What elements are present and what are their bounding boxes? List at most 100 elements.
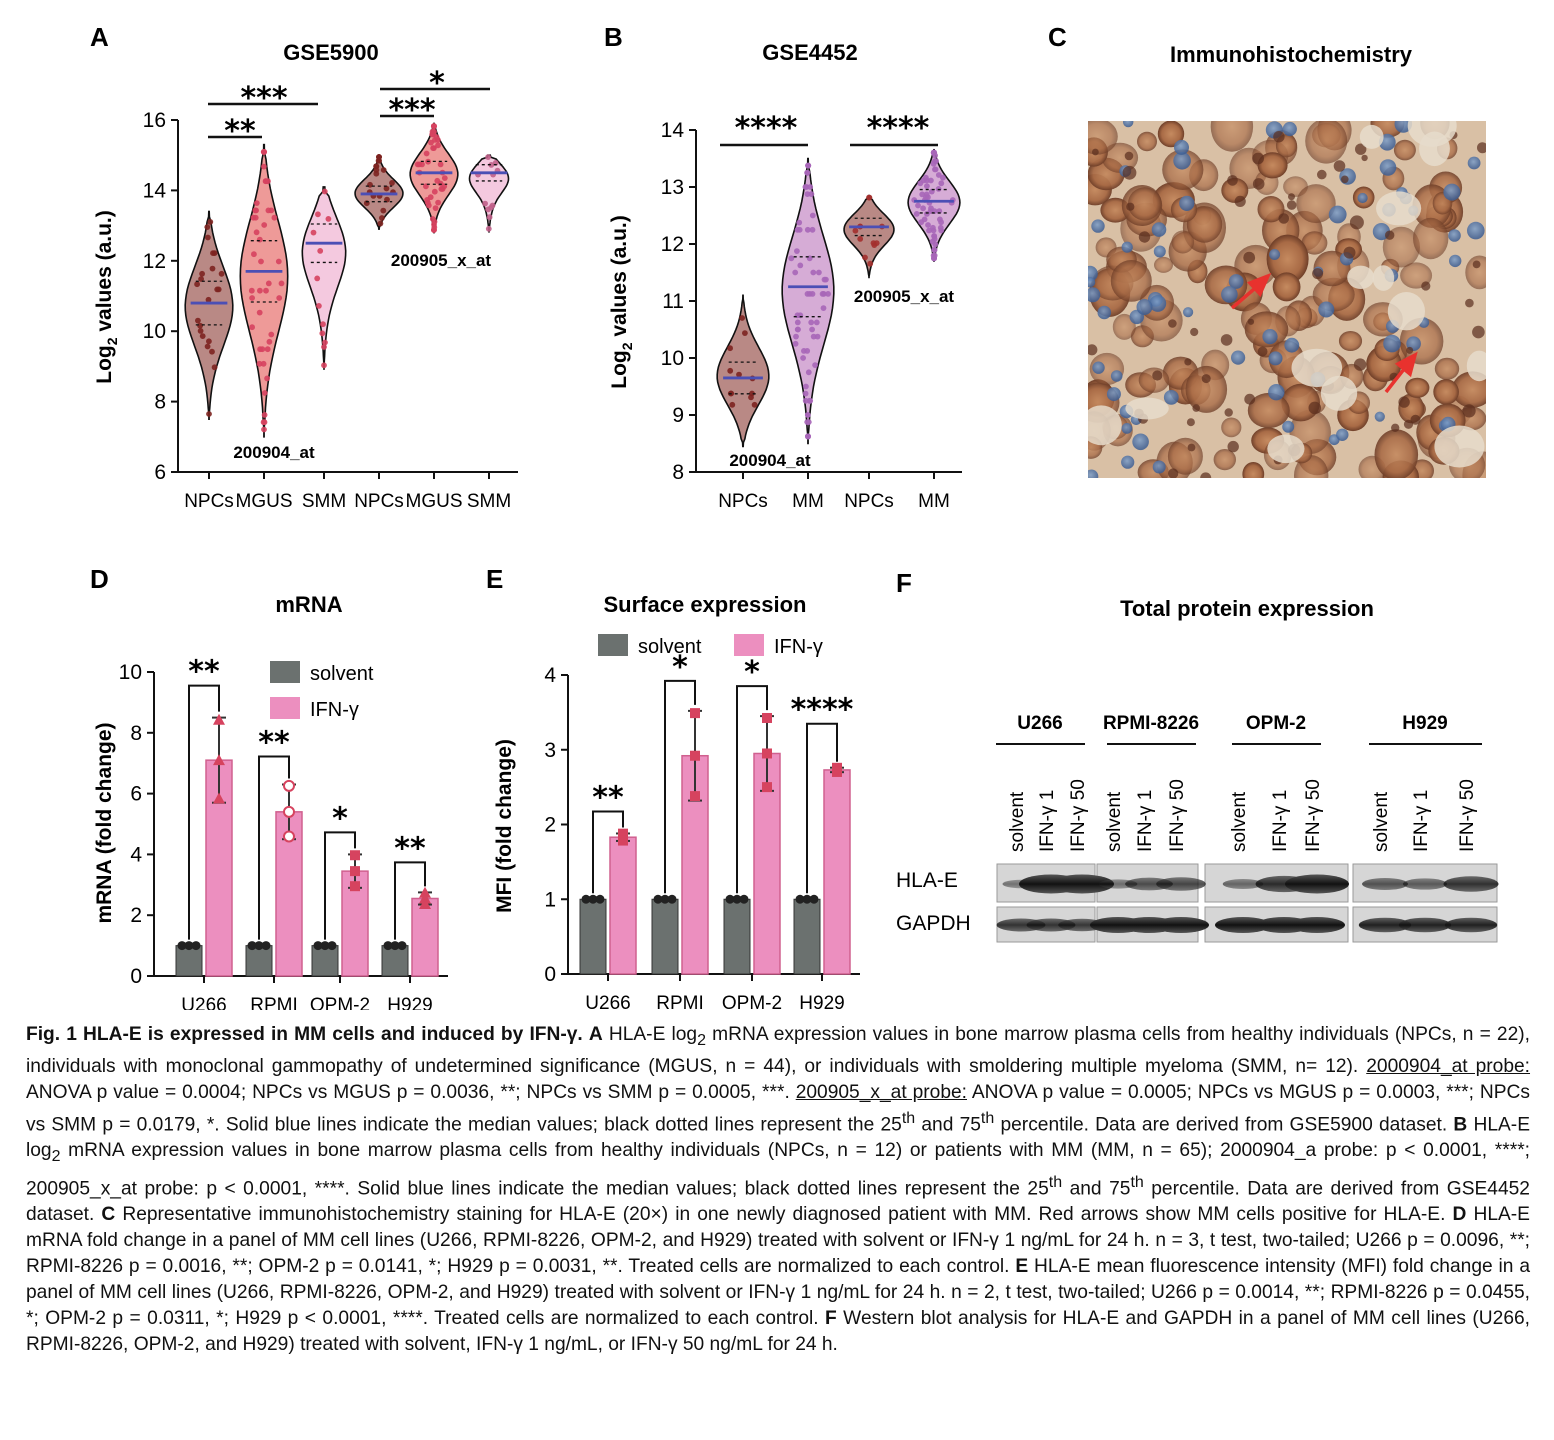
y-tick-label: 6 — [130, 783, 142, 806]
panel-d-legend: solvent IFN-γ — [270, 661, 374, 721]
caption-text: and 75 — [915, 1114, 981, 1136]
data-point — [915, 202, 921, 209]
nucleus — [1467, 156, 1481, 170]
data-point — [595, 894, 605, 904]
panel-a: A GSE5900 Log2 values (a.u.) 6 8 10 12 14 16 N… — [90, 22, 518, 512]
nucleus — [1221, 286, 1238, 303]
lane-label: solvent — [1229, 791, 1250, 852]
dark-nucleus — [1353, 358, 1367, 371]
nucleus — [1088, 469, 1099, 478]
nucleus — [1106, 387, 1121, 402]
bar-solvent — [245, 945, 273, 977]
violin-shape — [184, 210, 234, 420]
panel-b-ylabel: Log2 values (a.u.) — [608, 215, 635, 389]
stroma-gap — [1407, 121, 1457, 147]
dark-nucleus — [1410, 414, 1421, 425]
ihc-image — [1088, 121, 1486, 478]
data-point — [913, 211, 920, 217]
nucleus — [1153, 245, 1166, 258]
dark-nucleus — [1186, 418, 1195, 427]
caption-text: th — [980, 1109, 995, 1127]
data-point — [283, 779, 295, 792]
data-point — [820, 305, 827, 311]
data-point — [804, 169, 811, 176]
data-point — [210, 250, 216, 256]
bar-solvent — [651, 898, 679, 975]
data-point — [249, 295, 256, 301]
x-tick-label: OPM-2 — [310, 995, 370, 1010]
panel-a-probe-label-1: 200904_at — [233, 443, 315, 462]
data-point — [931, 255, 937, 262]
lane-label: IFN-γ 50 — [1167, 779, 1188, 852]
cell-line-label: OPM-2 — [1246, 713, 1306, 734]
data-point — [485, 225, 492, 232]
data-point — [379, 215, 385, 221]
data-point — [199, 333, 206, 339]
bar-ifng — [411, 897, 439, 977]
x-tick-label: H929 — [799, 993, 844, 1010]
tissue-cell — [1137, 131, 1157, 152]
data-point — [252, 207, 259, 214]
data-point — [748, 394, 754, 401]
violin-shape — [716, 294, 770, 448]
dark-nucleus — [1333, 160, 1346, 172]
tissue-cell — [1434, 357, 1460, 380]
dark-nucleus — [1286, 200, 1297, 210]
data-point — [810, 269, 817, 276]
data-point — [213, 713, 225, 725]
data-point — [261, 412, 268, 418]
caption-text: and 75 — [1062, 1178, 1131, 1200]
data-point — [327, 941, 337, 951]
data-point — [867, 260, 874, 267]
blot-band-gapdh — [1153, 917, 1209, 933]
data-point — [805, 433, 811, 440]
legend-swatch-ifng — [734, 634, 764, 656]
tissue-cell — [1088, 121, 1118, 155]
tissue-cell — [1257, 152, 1288, 179]
dark-nucleus — [1138, 231, 1151, 243]
cell-line-label: U266 — [1017, 713, 1062, 734]
bar-solvent — [381, 945, 409, 977]
panel-letter-b: B — [604, 22, 623, 52]
data-point — [931, 149, 937, 156]
y-tick-label: 0 — [544, 963, 556, 986]
data-point — [271, 214, 278, 221]
data-point — [930, 224, 936, 231]
lane-label: solvent — [1371, 791, 1392, 852]
panel-d: D mRNA mRNA (fold change) 0 2 4 6 8 10 U266 RPM… — [90, 564, 448, 1010]
data-point — [653, 894, 663, 904]
data-point — [314, 275, 321, 282]
data-point — [209, 348, 215, 355]
sig-bracket — [736, 685, 768, 894]
data-point — [350, 881, 360, 892]
data-point — [247, 941, 257, 951]
sig-label: * — [332, 801, 348, 836]
data-point — [825, 291, 831, 297]
dark-nucleus — [1462, 404, 1476, 418]
caption-panel-letter: C — [101, 1204, 116, 1226]
stroma-gap — [1125, 397, 1169, 420]
lane-label: IFN-γ 1 — [1135, 790, 1156, 852]
bar-ifng — [823, 769, 851, 975]
caption-panel-letter: B — [1453, 1114, 1468, 1136]
tissue-cell — [1393, 139, 1416, 161]
caption-text: ANOVA p value = 0.0004; NPCs vs MGUS p =… — [26, 1081, 796, 1103]
data-point — [320, 941, 330, 951]
data-point — [486, 214, 493, 221]
caption-text: 200905_x_at probe: — [795, 1081, 967, 1103]
dark-nucleus — [1341, 175, 1349, 184]
data-point — [383, 941, 393, 951]
sig-bracket — [188, 684, 220, 940]
caption-text: th — [1048, 1174, 1063, 1192]
data-point — [810, 333, 817, 340]
caption-text: HLA-E log — [602, 1024, 698, 1045]
data-point — [197, 328, 204, 334]
lane-label: IFN-γ 1 — [1411, 790, 1432, 852]
lane-label: solvent — [1007, 791, 1028, 852]
data-point — [808, 319, 815, 326]
sig-label: ** — [394, 831, 426, 866]
panel-a-sig-2: *** — [240, 81, 287, 116]
data-point — [795, 326, 801, 333]
dark-nucleus — [1391, 423, 1400, 432]
lane-label: IFN-γ 50 — [1068, 779, 1089, 852]
